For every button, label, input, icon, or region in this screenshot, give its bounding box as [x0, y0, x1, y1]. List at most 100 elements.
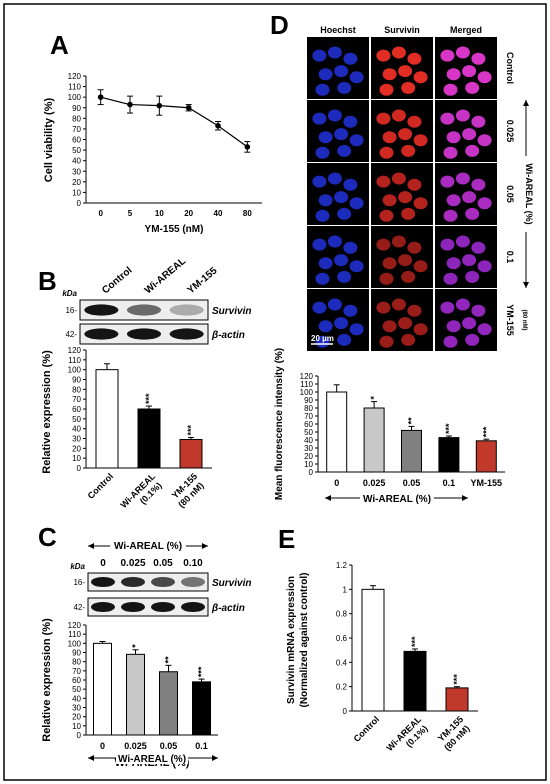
panel-d-nucleus	[413, 71, 428, 84]
panel-d-y-tick-label: 30	[304, 444, 313, 453]
panel-d-nucleus	[465, 144, 480, 157]
panel-d-nucleus	[315, 146, 330, 159]
panel-b-y-tick-label: 50	[72, 415, 81, 424]
panel-d-bar	[401, 429, 422, 473]
panel-c-significance: **	[164, 656, 174, 664]
panel-b-y-tick-label: 80	[72, 385, 81, 394]
panel-b-bar	[179, 438, 203, 469]
panel-d-nucleus	[455, 46, 470, 59]
panel-d-column-header: Merged	[450, 25, 482, 35]
panel-d-nucleus	[343, 115, 358, 128]
panel-d-y-tick-label: 80	[304, 404, 313, 413]
panel-b-y-tick-label: 90	[72, 376, 81, 385]
panel-b-bar	[95, 369, 119, 469]
panel-e-y-tick-label: 0.2	[336, 683, 348, 692]
panel-c-y-tick-label: 0	[77, 731, 82, 740]
panel-d-nucleus	[391, 235, 406, 248]
panel-d-nucleus	[462, 254, 477, 267]
panel-d-nucleus	[465, 207, 480, 220]
panel-c-blot-band	[181, 601, 205, 613]
panel-c-y-tick-label: 110	[68, 630, 81, 639]
panel-d-nucleus	[349, 323, 364, 336]
panel-d-nucleus	[477, 71, 492, 84]
panel-c-lane-label: 0.10	[183, 558, 203, 569]
panel-b-y-tick-label: 30	[72, 435, 81, 444]
panel-d-nucleus	[312, 49, 327, 62]
panel-d-nucleus	[407, 52, 422, 65]
panel-d-nucleus	[398, 191, 413, 204]
panel-e-y-axis-title: (Normalized against control)	[299, 572, 310, 707]
panel-a-y-tick-label: 30	[72, 167, 81, 176]
panel-d-nucleus	[462, 128, 477, 141]
panel-d-bar	[326, 391, 348, 473]
panel-c-bar	[93, 642, 112, 736]
panel-d-nucleus	[343, 304, 358, 317]
panel-d-nucleus	[477, 197, 492, 210]
panel-d-nucleus	[334, 254, 349, 267]
panel-d-nucleus	[334, 65, 349, 78]
panel-d-nucleus	[376, 238, 391, 251]
panel-c: Wi-AREAL (%)0 0.025 0.05 0.10Survivin16-β-a…	[41, 539, 251, 769]
panel-c-band-label: Survivin	[212, 578, 251, 589]
panel-d-nucleus	[407, 304, 422, 317]
panel-d-nucleus	[318, 257, 333, 270]
panel-d-nucleus	[382, 257, 397, 270]
panel-b-kda-label: kDa	[62, 289, 77, 298]
panel-c-significance: *	[131, 644, 141, 648]
panel-d-y-tick-label: 70	[304, 412, 313, 421]
panel-a-y-tick-label: 10	[72, 188, 81, 197]
panel-b-blot-band	[84, 304, 119, 316]
panel-d-y-tick-label: 60	[304, 420, 313, 429]
panel-d-nucleus	[446, 320, 461, 333]
panel-d-y-tick-label: 50	[304, 428, 313, 437]
panel-c-y-tick-label: 40	[72, 694, 81, 703]
panel-b-y-tick-label: 60	[72, 405, 81, 414]
panel-b-y-tick-label: 10	[72, 454, 81, 463]
panel-d-nucleus	[349, 134, 364, 147]
panel-d-significance: **	[407, 417, 417, 425]
panel-c-bar	[159, 671, 178, 736]
panel-c-x-tick-label: 0	[100, 741, 105, 751]
panel-a-y-tick-label: 120	[68, 72, 82, 81]
panel-d-nucleus	[398, 254, 413, 267]
panel-d-nucleus	[446, 68, 461, 81]
panel-c-significance: ***	[197, 666, 207, 677]
panel-b-y-tick-label: 70	[72, 395, 81, 404]
panel-letter-b: B	[38, 266, 57, 296]
panel-c-y-tick-label: 20	[72, 713, 81, 722]
panel-b-kda-marker: 42-	[65, 330, 77, 339]
panel-d-nucleus	[407, 241, 422, 254]
panel-d-x-tick-label: YM-155	[471, 478, 503, 488]
panel-d-nucleus	[315, 83, 330, 96]
panel-d-nucleus	[465, 333, 480, 346]
panel-b-y-tick-label: 40	[72, 425, 81, 434]
panel-d-nucleus	[379, 272, 394, 285]
panel-c-blot-band	[91, 601, 115, 613]
panel-c-band-label: β-actin	[211, 603, 245, 614]
panel-a-point	[244, 144, 251, 150]
panel-b-blot-band	[169, 328, 204, 340]
panel-b-kda-marker: 16-	[65, 306, 77, 315]
panel-d-group-label-bg	[520, 156, 532, 232]
panel-e-y-tick-label: 0.6	[336, 634, 348, 643]
panel-c-bar	[192, 681, 211, 736]
panel-c-x-title-bg	[116, 752, 188, 764]
panel-d-nucleus	[334, 128, 349, 141]
panel-a-y-tick-label: 0	[77, 199, 82, 208]
panel-d-significance: ***	[444, 423, 454, 434]
panel-d-y-axis-title: Mean fluorescence intensity (%)	[274, 348, 285, 500]
panel-d-row-label: 0.05	[505, 185, 515, 203]
panel-d-y-tick-label: 20	[304, 452, 313, 461]
panel-c-y-tick-label: 50	[72, 685, 81, 694]
panel-d-y-tick-label: 120	[300, 372, 314, 381]
panel-d-nucleus	[401, 144, 416, 157]
panel-d-nucleus	[327, 109, 342, 122]
panel-a-point	[127, 101, 133, 108]
panel-a-point	[156, 102, 163, 109]
panel-c-blot-band	[121, 576, 145, 588]
panel-d-nucleus	[401, 81, 416, 94]
panel-d-nucleus	[443, 209, 458, 222]
panel-a-x-tick-label: 20	[184, 209, 193, 218]
panel-d-nucleus	[379, 146, 394, 159]
